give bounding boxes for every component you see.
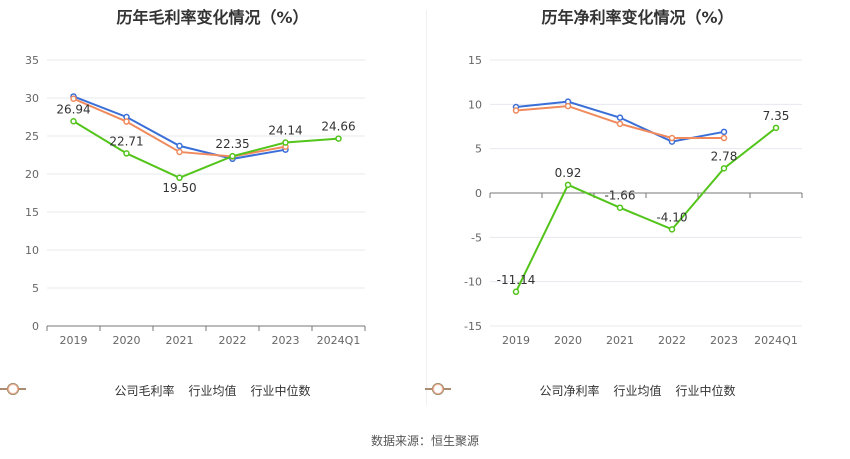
gross-margin-chart-panel: 历年毛利率变化情况（%） 0 5 10 15 20 25 30 35 2019 2020 2021 2… bbox=[0, 0, 425, 420]
legend-label: 行业均值 bbox=[613, 384, 662, 398]
net-margin-legend: 公司净利率 行业均值 行业中位数 bbox=[425, 382, 850, 399]
data-point bbox=[772, 124, 780, 132]
data-label: -4.10 bbox=[656, 210, 687, 224]
y-tick-label: 0 bbox=[32, 320, 39, 333]
net-margin-chart-svg: -15 -10 -5 0 5 10 15 2019 2020 2021 2022 2023 2024Q1… bbox=[464, 54, 803, 347]
y-tick-label: -10 bbox=[464, 276, 482, 289]
legend-item[interactable]: 行业中位数 bbox=[0, 382, 311, 399]
x-tick-label: 2019 bbox=[60, 334, 88, 347]
gross-margin-chart-svg: 0 5 10 15 20 25 30 35 2019 2020 2021 2022 2023 2024Q1… bbox=[25, 54, 366, 347]
y-tick-label: -15 bbox=[464, 320, 482, 333]
x-tick-label: 2021 bbox=[606, 334, 634, 347]
legend-swatch-icon bbox=[425, 383, 451, 395]
net-margin-chart-panel: 历年净利率变化情况（%） -15 -10 -5 0 5 10 15 2019 2020 2021 2… bbox=[425, 0, 850, 420]
legend-swatch-icon bbox=[0, 383, 26, 395]
data-point bbox=[668, 134, 676, 142]
x-tick-label: 2019 bbox=[502, 334, 530, 347]
x-tick-label: 2022 bbox=[658, 334, 686, 347]
y-tick-label: 20 bbox=[25, 168, 39, 181]
x-tick-label: 2022 bbox=[219, 334, 247, 347]
data-point bbox=[176, 142, 183, 150]
data-label: -11.14 bbox=[497, 273, 536, 287]
data-point bbox=[616, 204, 624, 211]
y-tick-label: 5 bbox=[32, 282, 39, 295]
legend-label: 公司净利率 bbox=[539, 384, 600, 398]
data-point bbox=[720, 128, 728, 136]
y-tick-label: 25 bbox=[25, 130, 39, 143]
data-label: 24.66 bbox=[321, 120, 355, 134]
data-point bbox=[229, 152, 236, 160]
series-line bbox=[72, 120, 339, 179]
data-point bbox=[70, 118, 77, 125]
data-point bbox=[123, 118, 130, 125]
gross-margin-chart-title: 历年毛利率变化情况（%） bbox=[116, 8, 309, 27]
legend-item[interactable]: 行业均值 bbox=[425, 382, 662, 399]
data-point bbox=[668, 226, 676, 233]
data-point bbox=[512, 288, 520, 296]
data-point bbox=[123, 150, 130, 157]
x-tick-label: 2024Q1 bbox=[754, 334, 798, 347]
data-label: 22.71 bbox=[109, 134, 143, 148]
data-point bbox=[720, 134, 728, 142]
x-tick-label: 2024Q1 bbox=[317, 334, 361, 347]
y-tick-label: 30 bbox=[25, 92, 39, 105]
net-margin-chart-title: 历年净利率变化情况（%） bbox=[541, 8, 734, 27]
data-label: 7.35 bbox=[763, 109, 790, 123]
gross-margin-legend: 公司毛利率 行业均值 行业中位数 bbox=[0, 382, 425, 399]
data-label: -1.66 bbox=[604, 189, 635, 203]
y-tick-label: 10 bbox=[25, 244, 39, 257]
y-tick-label: 10 bbox=[468, 98, 482, 111]
x-tick-label: 2020 bbox=[113, 334, 141, 347]
data-point bbox=[564, 102, 572, 110]
data-point bbox=[70, 95, 77, 103]
data-point bbox=[176, 148, 183, 156]
y-tick-label: 15 bbox=[25, 206, 39, 219]
x-tick-label: 2021 bbox=[166, 334, 194, 347]
data-label: 19.50 bbox=[162, 181, 196, 195]
data-point bbox=[616, 114, 624, 121]
data-point bbox=[616, 120, 624, 128]
data-point bbox=[564, 181, 572, 189]
data-point bbox=[512, 107, 520, 114]
legend-item[interactable]: 公司毛利率 bbox=[0, 382, 175, 399]
y-tick-label: -5 bbox=[471, 231, 482, 244]
legend-label: 行业中位数 bbox=[250, 384, 311, 398]
data-point bbox=[335, 135, 342, 142]
data-label: 24.14 bbox=[268, 124, 302, 138]
data-label: 26.94 bbox=[56, 102, 90, 116]
legend-item[interactable]: 行业中位数 bbox=[425, 382, 736, 399]
x-tick-label: 2020 bbox=[554, 334, 582, 347]
data-label: 2.78 bbox=[711, 149, 738, 163]
y-tick-label: 0 bbox=[475, 187, 482, 200]
series-line bbox=[515, 127, 777, 293]
data-point bbox=[176, 174, 183, 182]
legend-label: 行业均值 bbox=[188, 384, 237, 398]
legend-label: 公司毛利率 bbox=[114, 384, 175, 398]
data-point bbox=[720, 165, 728, 172]
data-source-note: 数据来源：恒生聚源 bbox=[370, 434, 479, 448]
data-label: 0.92 bbox=[555, 166, 582, 180]
x-tick-label: 2023 bbox=[272, 334, 300, 347]
y-tick-label: 35 bbox=[25, 54, 39, 67]
legend-label: 行业中位数 bbox=[675, 384, 736, 398]
data-point bbox=[282, 139, 289, 146]
panel-divider bbox=[426, 10, 427, 405]
y-tick-label: 5 bbox=[475, 143, 482, 156]
x-tick-label: 2023 bbox=[710, 334, 738, 347]
legend-item[interactable]: 行业均值 bbox=[0, 382, 237, 399]
y-tick-label: 15 bbox=[468, 54, 482, 67]
legend-item[interactable]: 公司净利率 bbox=[425, 382, 600, 399]
data-label: 22.35 bbox=[215, 137, 249, 151]
